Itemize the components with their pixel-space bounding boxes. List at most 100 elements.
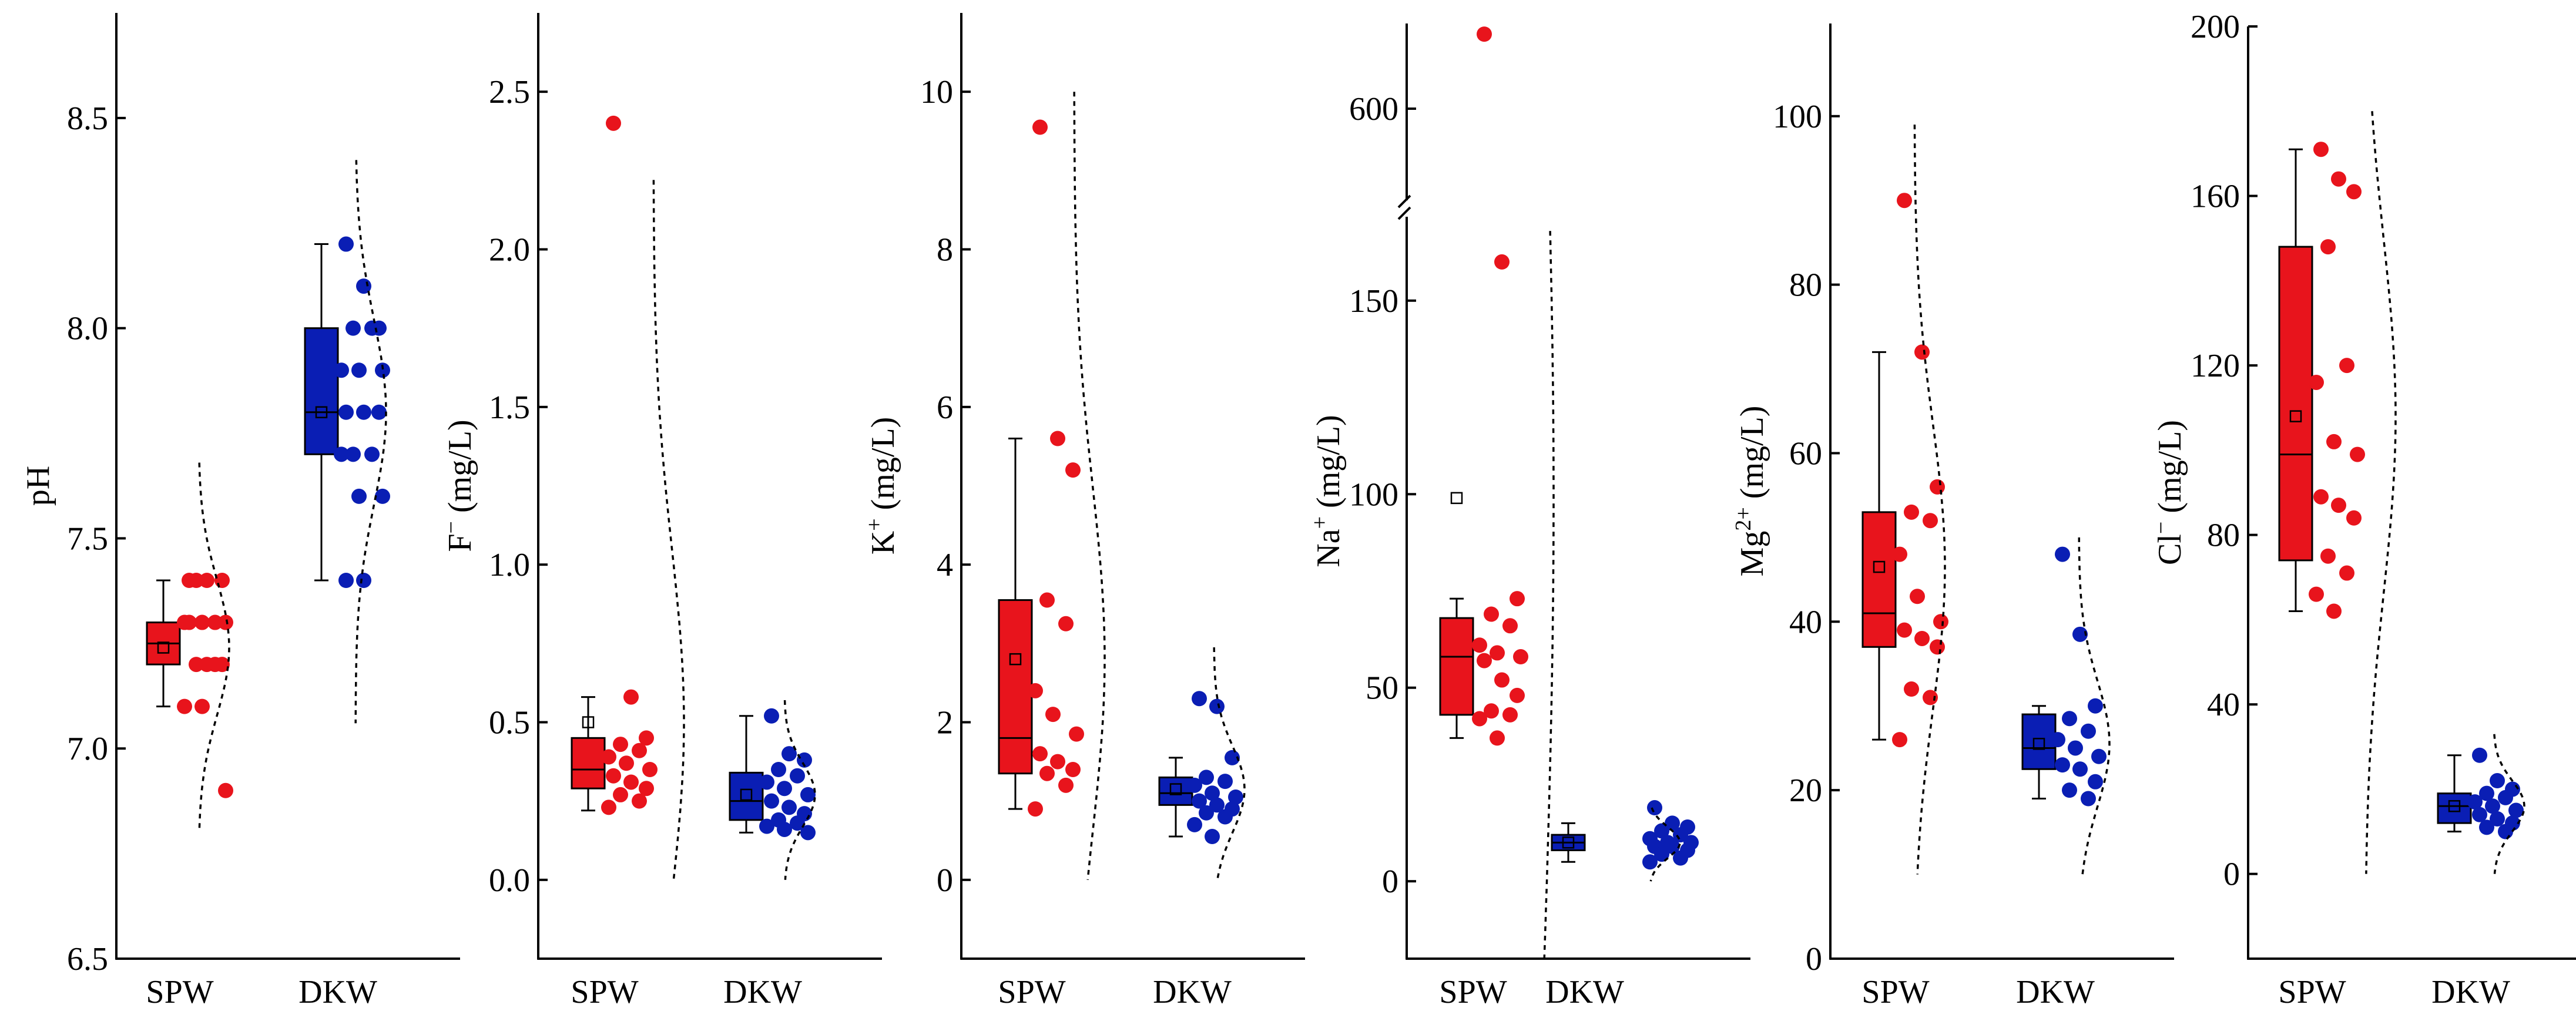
panel-potassium: 0 2 4 6 8 10 K+ (mg/L) SPW DKW [862, 13, 1305, 1010]
data-point [2309, 374, 2324, 390]
data-point [1209, 698, 1225, 714]
data-point [2350, 446, 2365, 462]
data-point [218, 782, 233, 798]
box-mean-marker [1562, 836, 1575, 849]
data-point [2068, 740, 2083, 756]
density-curve [1649, 807, 1681, 882]
panel-fluoride: 0.0 0.5 1.0 1.5 2.0 2.5 F− (mg/L) SPW DKW [439, 13, 882, 1010]
box-iqr [1158, 776, 1193, 806]
y-tick-label: 2.0 [489, 232, 530, 268]
data-point [2081, 723, 2096, 739]
data-point [790, 815, 805, 831]
data-point [182, 614, 197, 630]
data-point [1028, 683, 1043, 698]
data-point [771, 762, 786, 777]
panel-chloride: 0 40 80 120 160 200 Cl− (mg/L) SPW DKW [2149, 9, 2576, 1010]
y-axis-label-sup: 2+ [1731, 507, 1756, 530]
data-point [2490, 811, 2505, 827]
data-point [1205, 785, 1220, 801]
chart-panels: 6.5 7.0 7.5 8.0 8.5 pH SPW DKW 0.0 0.5 1.0 1.5 2.0 2.… [20, 9, 2576, 1010]
density-curve [354, 160, 387, 724]
data-point [2479, 785, 2494, 801]
data-point [2088, 774, 2103, 789]
box-iqr [1439, 617, 1474, 716]
data-point [199, 573, 214, 588]
data-point [1039, 765, 1055, 781]
data-point [1477, 26, 1492, 42]
y-axis-label-main: F [442, 533, 478, 552]
data-point [1039, 592, 1055, 608]
data-point [2467, 794, 2483, 810]
box-iqr [571, 737, 606, 789]
box-iqr [1861, 511, 1897, 648]
data-point [1065, 462, 1081, 478]
data-point [1892, 732, 1907, 748]
box-mean-marker [582, 716, 595, 728]
data-point [1228, 789, 1243, 805]
data-point [2313, 142, 2329, 157]
data-point [606, 115, 621, 131]
y-tick-label: 100 [1349, 476, 1398, 513]
data-point [1914, 344, 1930, 360]
data-point [2498, 824, 2513, 839]
data-point [1510, 687, 1525, 703]
data-point [1032, 746, 1048, 762]
series-dkw [1158, 647, 1246, 881]
series-dkw [2437, 734, 2525, 874]
data-point [619, 755, 634, 771]
y-tick-label: 0 [1806, 941, 1822, 977]
data-point [375, 362, 390, 378]
data-point [639, 730, 654, 746]
y-tick-label: 1.0 [489, 547, 530, 583]
panel-magnesium: 0 20 40 60 80 100 Mg2+ (mg/L) SPW DKW [1731, 23, 2174, 1010]
y-tick-label: 80 [1789, 267, 1822, 304]
y-tick-label: 40 [1789, 604, 1822, 640]
data-point [613, 787, 628, 802]
y-tick-label: 10 [920, 74, 953, 110]
y-tick-label: 8.5 [67, 100, 108, 137]
data-point [356, 573, 371, 588]
x-tick-label: DKW [1545, 974, 1624, 1010]
data-point [642, 762, 658, 777]
data-point [2346, 184, 2362, 200]
data-point [1028, 801, 1043, 817]
data-point [2062, 782, 2077, 798]
y-tick-label: 8.0 [67, 311, 108, 347]
data-point [1673, 827, 1688, 843]
y-tick-label: 4 [937, 547, 953, 583]
box-mean-marker [2448, 800, 2461, 812]
data-point [1205, 829, 1220, 845]
data-point [623, 774, 639, 790]
box-iqr [304, 327, 339, 455]
y-axis-label-sup: − [2149, 522, 2174, 534]
data-point [2326, 603, 2342, 619]
y-tick-label: 100 [1773, 99, 1822, 135]
data-point [338, 236, 354, 252]
y-tick-label: 50 [1366, 670, 1398, 707]
series-spw [998, 92, 1106, 880]
y-tick-label: 20 [1789, 772, 1822, 809]
data-point [2320, 239, 2336, 255]
data-point [1477, 653, 1492, 668]
data-point [1490, 645, 1505, 661]
data-point [1045, 707, 1061, 723]
y-axis-label-main: K [865, 531, 901, 555]
data-point [1187, 777, 1202, 793]
y-tick-label: 200 [2191, 9, 2240, 45]
data-point [601, 799, 616, 815]
x-tick-label: SPW [146, 974, 213, 1010]
data-point [1058, 777, 1074, 793]
y-tick-label: 7.0 [67, 731, 108, 767]
y-axis-label-unit: (mg/L) [1310, 415, 1347, 516]
data-point [1654, 846, 1669, 862]
data-point [2339, 358, 2354, 374]
data-point [2050, 732, 2065, 748]
density-curve [2078, 537, 2111, 875]
x-tick-label: SPW [1861, 974, 1929, 1010]
data-point [2339, 565, 2354, 581]
data-point [2309, 586, 2324, 602]
data-point [781, 746, 797, 762]
panel-sodium: 0 50 100 150 600 Na+ (mg/L) SPW DKW [1307, 23, 1750, 1010]
data-point [1665, 815, 1680, 831]
data-point [1484, 606, 1499, 622]
